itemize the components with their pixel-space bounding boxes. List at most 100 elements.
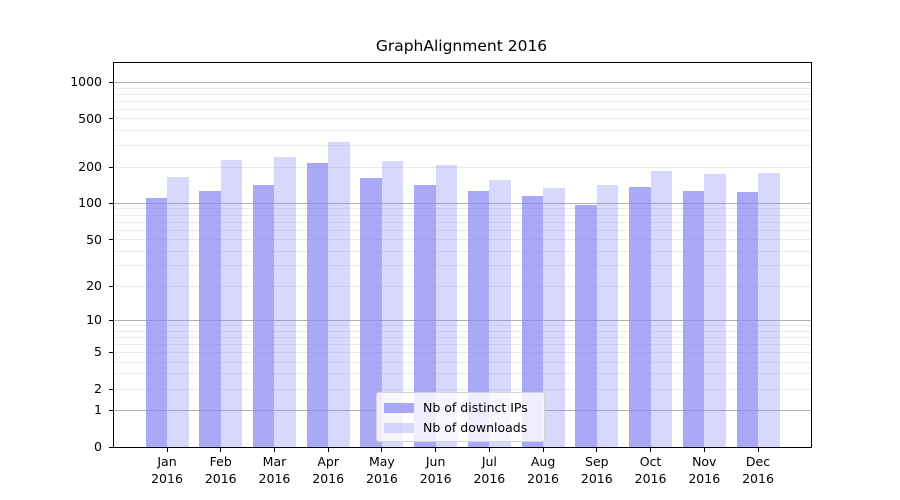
y-tick-mark xyxy=(109,319,114,321)
bar-downloads xyxy=(543,188,565,447)
bar-distinct-ips xyxy=(199,191,221,447)
plot-area: 1000 500 200 100 50 20 10 5 2 1 0 Jan 2016 Feb 2016 Mar… xyxy=(70,62,812,486)
y-tick-label: 0 xyxy=(94,439,102,454)
bar-downloads xyxy=(167,176,189,447)
bar-distinct-ips xyxy=(360,177,382,447)
y-tick-mark xyxy=(109,446,114,448)
legend-swatch-downloads xyxy=(384,422,414,433)
x-tick-label: Nov 2016 xyxy=(688,454,721,486)
gridline-minor xyxy=(114,118,811,120)
gridline-major xyxy=(114,202,811,204)
gridline-minor xyxy=(114,265,811,267)
gridline-minor xyxy=(114,336,811,338)
y-tick-mark xyxy=(109,166,114,168)
gridline-major xyxy=(114,81,811,83)
x-tick-mark xyxy=(166,447,168,452)
gridline-minor xyxy=(114,130,811,132)
x-tick-label: Feb 2016 xyxy=(204,454,237,486)
gridline-minor xyxy=(114,221,811,223)
bar-distinct-ips xyxy=(414,185,436,447)
bar-downloads xyxy=(220,160,243,447)
y-tick-mark xyxy=(109,81,114,83)
y-tick-label: 1 xyxy=(94,402,102,418)
x-tick-mark xyxy=(757,447,759,452)
legend: Nb of distinct IPs Nb of downloads xyxy=(376,392,545,442)
x-tick-label: Aug 2016 xyxy=(527,454,559,486)
gridline-minor xyxy=(114,166,811,168)
bar-downloads xyxy=(650,170,673,447)
bar-downloads xyxy=(328,142,350,447)
bar-distinct-ips xyxy=(306,163,329,447)
x-tick-mark xyxy=(650,447,652,452)
x-tick-mark xyxy=(596,447,598,452)
y-tick-label: 5 xyxy=(94,344,102,360)
y-tick-mark xyxy=(109,285,114,287)
y-tick-mark xyxy=(109,351,114,353)
bar-downloads xyxy=(758,173,780,447)
y-tick-label: 200 xyxy=(78,159,102,175)
legend-swatch-distinct-ips xyxy=(384,402,414,413)
y-tick-label: 500 xyxy=(78,110,102,126)
y-tick-mark xyxy=(109,409,114,411)
bar-distinct-ips xyxy=(467,190,490,447)
gridline-minor xyxy=(114,214,811,216)
y-tick-label: 20 xyxy=(86,278,102,294)
gridline-minor xyxy=(114,388,811,390)
y-tick-label: 2 xyxy=(94,381,102,397)
gridline-minor xyxy=(114,229,811,231)
bar-downloads xyxy=(704,173,726,447)
y-tick-label: 1000 xyxy=(70,74,102,90)
gridline-minor xyxy=(114,239,811,241)
x-tick-label: Apr 2016 xyxy=(312,454,345,486)
legend-label-downloads: Nb of downloads xyxy=(423,420,528,435)
gridline-minor xyxy=(114,343,811,345)
x-tick-mark xyxy=(273,447,275,452)
gridline-minor xyxy=(114,87,811,89)
y-tick-label: 50 xyxy=(86,231,102,247)
x-tick-label: May 2016 xyxy=(366,454,398,486)
bar-distinct-ips xyxy=(521,195,544,447)
legend-label-distinct-ips: Nb of distinct IPs xyxy=(423,400,528,415)
bar-downloads xyxy=(596,185,619,447)
gridline-minor xyxy=(114,361,811,363)
x-tick-label: Oct 2016 xyxy=(634,454,667,486)
bar-distinct-ips xyxy=(575,204,597,447)
x-tick-label: Jul 2016 xyxy=(473,454,506,486)
gridline-minor xyxy=(114,325,811,326)
legend-entry-distinct-ips: Nb of distinct IPs xyxy=(384,399,536,416)
x-tick-mark xyxy=(435,447,437,452)
x-tick-mark xyxy=(381,447,383,452)
gridline-minor xyxy=(114,145,811,147)
y-tick-label: 10 xyxy=(86,312,102,328)
bar-distinct-ips xyxy=(145,197,167,447)
x-tick-label: Sep 2016 xyxy=(580,454,613,486)
y-tick-mark xyxy=(109,239,114,241)
y-tick-mark xyxy=(109,388,114,390)
chart-title: GraphAlignment 2016 xyxy=(375,37,548,55)
gridline-minor xyxy=(114,351,811,353)
y-tick-mark xyxy=(109,202,114,204)
gridline-minor xyxy=(114,285,811,287)
x-tick-label: Dec 2016 xyxy=(742,454,774,486)
bar-downloads xyxy=(381,160,404,447)
x-tick-mark xyxy=(220,447,222,452)
gridline-minor xyxy=(114,250,811,252)
gridline-major xyxy=(114,319,811,321)
gridline-minor xyxy=(114,373,811,375)
x-tick-label: Jan 2016 xyxy=(151,454,183,486)
gridline-minor xyxy=(114,208,811,210)
x-tick-mark xyxy=(542,447,544,452)
bar-downloads xyxy=(274,157,296,447)
gridline-minor xyxy=(114,330,811,332)
bar-downloads xyxy=(489,179,511,447)
y-tick-mark xyxy=(109,118,114,120)
bar-downloads xyxy=(435,165,458,447)
x-tick-mark xyxy=(488,447,490,452)
legend-entry-downloads: Nb of downloads xyxy=(384,419,536,436)
gridline-minor xyxy=(114,108,811,110)
bar-distinct-ips xyxy=(682,191,705,447)
y-tick-label: 100 xyxy=(78,195,102,211)
gridline-minor xyxy=(114,93,811,95)
bar-distinct-ips xyxy=(252,185,275,447)
